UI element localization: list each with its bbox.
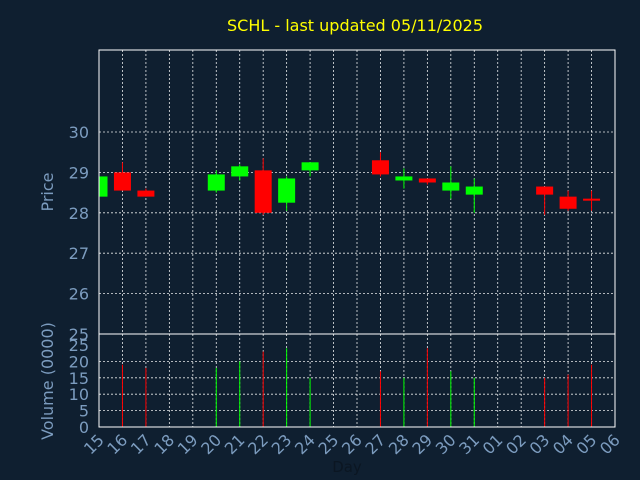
volume-tick-label: 20 (69, 352, 89, 371)
candle-body (583, 198, 601, 201)
x-tick-labels: 1516171819202122232425262728293031010203… (80, 430, 624, 458)
price-tick-label: 30 (69, 123, 89, 142)
price-candles (98, 152, 601, 215)
candle-body (395, 176, 413, 181)
volume-tick-label: 15 (69, 369, 89, 388)
x-tick-label: 06 (596, 430, 624, 458)
price-tick-label: 29 (69, 163, 89, 182)
volume-axis-label: Volume (0000) (38, 322, 57, 440)
candle-body (137, 190, 155, 197)
candle-body (442, 182, 460, 191)
volume-grid (98, 334, 616, 427)
volume-tick-label: 0 (79, 418, 89, 437)
volume-tick-label: 25 (69, 336, 89, 355)
outer-frame (98, 49, 616, 428)
candle-body (231, 166, 249, 177)
plot-frame (98, 49, 616, 428)
price-panel: 25 26 27 28 29 30 Price (38, 50, 616, 344)
candle-body (465, 186, 483, 195)
candle-body (536, 186, 554, 195)
candle-body (301, 162, 319, 171)
candle-body (207, 174, 225, 191)
candle-body (418, 178, 436, 183)
candle-body (99, 176, 108, 197)
price-tick-label: 25 (69, 325, 89, 344)
volume-tick-label: 5 (79, 402, 89, 421)
candle-body (278, 178, 296, 203)
candle-body (559, 196, 577, 209)
volume-tick-label: 10 (69, 385, 89, 404)
price-axis-label: Price (38, 172, 57, 211)
chart-title: SCHL - last updated 05/11/2025 (227, 16, 483, 35)
candle-body (254, 170, 272, 213)
price-tick-label: 28 (69, 204, 89, 223)
price-tick-label: 27 (69, 244, 89, 263)
x-axis-label: Day (332, 458, 362, 476)
candle-body (113, 172, 131, 191)
price-y-ticks: 25 26 27 28 29 30 (69, 123, 89, 344)
price-tick-label: 26 (69, 285, 89, 304)
volume-bars (121, 348, 593, 427)
candle-body (371, 160, 389, 175)
